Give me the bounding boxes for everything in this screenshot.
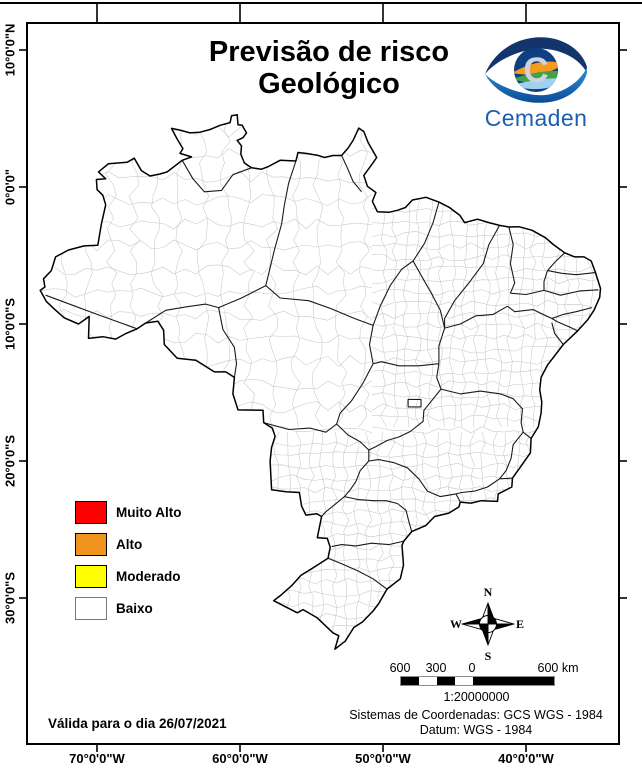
swatch-muito-alto: [75, 501, 107, 524]
legend-item-moderado: Moderado: [75, 565, 181, 588]
scale-ratio: 1:20000000: [443, 690, 510, 704]
legend-item-baixo: Baixo: [75, 597, 181, 620]
lat-label-10s: 10°0'0"S: [2, 297, 18, 351]
validity-date: Válida para o dia 26/07/2021: [48, 716, 227, 731]
page-title: Previsão de risco Geológico: [209, 36, 449, 100]
lat-label-10n: 10°0'0"N: [2, 23, 18, 77]
swatch-moderado: [75, 565, 107, 588]
swatch-alto: [75, 533, 107, 556]
scale-bar: 600 300 0 600 km 1:20000000: [390, 661, 600, 704]
compass-n: N: [484, 585, 493, 599]
distrito-federal-outline: [407, 398, 422, 408]
legend-item-alto: Alto: [75, 533, 181, 556]
legend-label: Muito Alto: [116, 505, 182, 520]
scale-label-300: 300: [425, 661, 447, 675]
scale-label-600km: 600 km: [537, 661, 579, 675]
lon-label-60w: 60°0'0"W: [212, 751, 268, 766]
cemaden-logo: C Cemaden: [477, 33, 595, 132]
north-arrow-icon: N S E W: [450, 585, 524, 663]
scale-bar-labels: 600 300 0 600 km: [390, 661, 600, 676]
scale-label-600-left: 600: [389, 661, 411, 675]
compass-s: S: [485, 649, 492, 663]
legend-label: Moderado: [116, 569, 181, 584]
crs-line2: Datum: WGS - 1984: [419, 723, 533, 737]
cemaden-eye-icon: C: [485, 37, 587, 103]
scale-bar-white-segment: [455, 677, 473, 685]
map-frame: [26, 22, 620, 745]
lat-label-0: 0°0'0": [2, 168, 18, 206]
lon-label-50w: 50°0'0"W: [355, 751, 411, 766]
graticule-ticks: [19, 4, 627, 752]
swatch-baixo: [75, 597, 107, 620]
scale-label-0: 0: [468, 661, 476, 675]
crs-line1: Sistemas de Coordenadas: GCS WGS - 1984: [349, 708, 603, 722]
compass-w: W: [450, 617, 462, 631]
country-outline: [39, 114, 602, 650]
risk-legend: Muito Alto Alto Moderado Baixo: [75, 501, 181, 629]
legend-item-muito-alto: Muito Alto: [75, 501, 181, 524]
compass-e: E: [516, 617, 524, 631]
title-line1: Previsão de risco: [208, 36, 450, 68]
state-boundaries: [45, 155, 599, 590]
scale-bar-graphic: [400, 676, 555, 686]
lon-label-70w: 70°0'0"W: [69, 751, 125, 766]
cemaden-logo-text: Cemaden: [484, 105, 588, 131]
lon-label-40w: 40°0'0"W: [498, 751, 554, 766]
coordinate-system-note: Sistemas de Coordenadas: GCS WGS - 1984 …: [349, 708, 603, 738]
lat-label-20s: 20°0'0"S: [2, 434, 18, 488]
legend-label: Alto: [116, 537, 143, 552]
lat-label-30s: 30°0'0"S: [2, 571, 18, 625]
svg-text:C: C: [523, 51, 548, 90]
legend-label: Baixo: [116, 601, 153, 616]
title-line2: Geológico: [258, 68, 400, 100]
scale-bar-white-segment: [419, 677, 437, 685]
